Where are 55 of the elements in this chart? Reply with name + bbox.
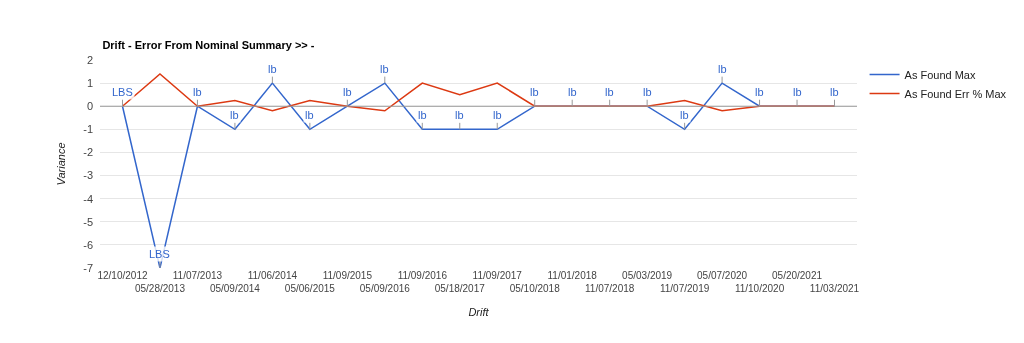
y-tick-label: 0 xyxy=(86,100,93,113)
y-tick-label: -4 xyxy=(83,192,93,205)
y-tick-label: 2 xyxy=(86,53,93,66)
data-label: lb xyxy=(193,86,202,98)
data-label: lb xyxy=(493,109,502,121)
chart-title: Drift - Error From Nominal Summary >> - xyxy=(102,38,315,51)
x-tick-label: 05/07/2020 xyxy=(697,270,748,281)
x-tick-label: 05/18/2017 xyxy=(434,283,486,294)
legend-label: As Found Max xyxy=(904,68,976,81)
x-tick-label: 11/09/2016 xyxy=(397,270,448,281)
x-tick-label: 11/06/2014 xyxy=(247,270,298,281)
x-tick-label: 11/09/2015 xyxy=(322,270,373,281)
x-tick-label: 05/10/2018 xyxy=(509,283,561,294)
y-axis-title: Variance xyxy=(54,142,67,186)
data-label: lb xyxy=(530,86,539,98)
y-tick-label: -1 xyxy=(83,123,93,136)
data-label: lb xyxy=(343,86,352,98)
x-tick-label: 05/20/2021 xyxy=(772,270,823,281)
data-label: lb xyxy=(718,63,727,75)
data-label: lb xyxy=(643,86,652,98)
x-tick-label: 11/07/2013 xyxy=(172,270,223,281)
x-tick-label: 05/03/2019 xyxy=(622,270,673,281)
y-tick-label: -6 xyxy=(83,238,93,251)
x-tick-label: 11/01/2018 xyxy=(547,270,598,281)
data-label: lb xyxy=(230,109,239,121)
x-tick-label: 05/06/2015 xyxy=(284,283,336,294)
data-label: LBS xyxy=(149,248,170,260)
data-label: lb xyxy=(830,86,839,98)
x-tick-label: 11/07/2019 xyxy=(659,283,710,294)
data-label: lb xyxy=(568,86,577,98)
data-label: lb xyxy=(605,86,614,98)
legend-label: As Found Err % Max xyxy=(904,87,1007,100)
data-label: lb xyxy=(380,63,389,75)
data-label: lb xyxy=(455,109,464,121)
y-tick-label: -7 xyxy=(83,261,93,274)
x-tick-label: 05/09/2016 xyxy=(359,283,411,294)
x-tick-label: 12/10/2012 xyxy=(97,270,148,281)
y-tick-label: 1 xyxy=(86,76,93,89)
x-tick-label: 11/10/2020 xyxy=(734,283,785,294)
data-label: lb xyxy=(680,109,689,121)
data-label: LBS xyxy=(112,86,133,98)
data-label: lb xyxy=(268,63,277,75)
y-tick-label: -3 xyxy=(83,169,93,182)
y-tick-label: -5 xyxy=(83,215,93,228)
y-tick-label: -2 xyxy=(83,146,93,159)
data-label: lb xyxy=(305,109,314,121)
x-tick-label: 11/07/2018 xyxy=(585,283,635,294)
data-label: lb xyxy=(793,86,802,98)
data-label: lb xyxy=(755,86,764,98)
x-tick-label: 11/03/2021 xyxy=(809,283,860,294)
x-axis-title: Drift xyxy=(468,306,490,319)
x-tick-label: 05/09/2014 xyxy=(209,283,261,294)
data-label: lb xyxy=(418,109,427,121)
x-tick-label: 11/09/2017 xyxy=(472,270,523,281)
x-tick-label: 05/28/2013 xyxy=(134,283,186,294)
